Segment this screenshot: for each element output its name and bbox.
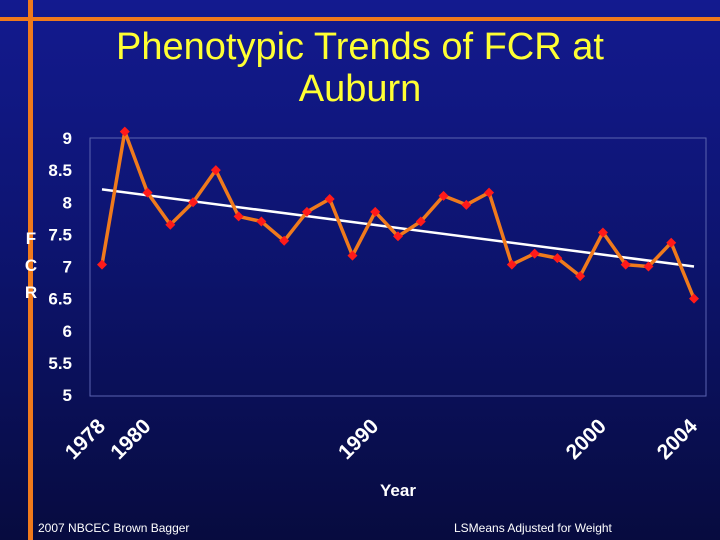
data-point [620,259,631,270]
data-point [324,194,335,205]
data-point [529,248,540,259]
data-point [666,237,677,248]
y-axis-label-letter: R [25,283,37,302]
data-point [119,126,130,137]
trend-line [101,188,695,268]
data-point [506,259,517,270]
x-tick-label: 2000 [562,415,611,464]
data-point [188,197,199,208]
y-tick-label: 7 [63,258,72,277]
y-tick-label: 6.5 [48,290,72,309]
y-tick-label: 5.5 [48,354,72,373]
y-tick-label: 9 [63,129,72,148]
data-point [689,293,699,304]
y-axis-label: FCR [25,229,37,302]
data-point [643,261,654,272]
y-tick-label: 8 [63,193,72,212]
data-point [301,206,312,217]
data-point [97,259,107,270]
y-tick-label: 7.5 [48,225,72,244]
data-point [552,253,563,264]
data-point [393,231,403,242]
data-point [256,216,267,227]
data-point [165,219,176,230]
accent-horizontal-bar [0,17,720,21]
title-line-2: Auburn [298,68,422,110]
title-line-1: Phenotypic Trends of FCR at [116,26,604,68]
data-point [415,216,426,227]
x-tick-label: 1980 [106,415,155,464]
data-point [233,211,244,222]
data-point [461,199,472,210]
y-tick-labels: 9 8.5 8 7.5 7 6.5 6 5.5 5 [48,129,72,405]
footer-note: LSMeans Adjusted for Weight [454,521,612,535]
x-tick-label: 1978 [61,415,111,465]
fcr-series-line [100,130,696,300]
data-point [279,235,290,246]
footer-source: 2007 NBCEC Brown Bagger [38,521,190,535]
data-point [438,190,449,201]
data-point [484,187,495,198]
data-point [210,165,221,176]
chart-series [97,126,699,304]
x-axis-label: Year [380,481,416,500]
y-tick-label: 6 [63,322,72,341]
y-axis-label-letter: F [26,229,36,248]
data-point [575,271,586,282]
data-point [370,206,381,217]
y-tick-label: 5 [63,386,72,405]
x-tick-label: 1990 [334,415,383,464]
plot-area-frame [89,137,707,397]
data-point [347,250,358,261]
data-point [142,187,153,198]
slide-title: Phenotypic Trends of FCR at Auburn [60,26,660,110]
data-point [597,227,608,238]
x-tick-label: 2004 [653,415,703,465]
y-tick-label: 8.5 [48,161,72,180]
y-axis-label-letter: C [25,256,37,275]
accent-vertical-bar [28,0,33,540]
